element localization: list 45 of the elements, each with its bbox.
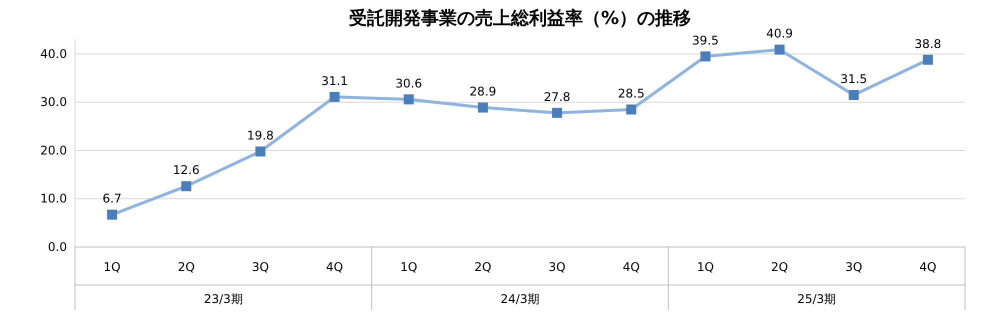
x-tick-label: 3Q — [548, 260, 566, 274]
point — [255, 146, 266, 156]
data-label: 28.5 — [618, 86, 645, 100]
x-tick-label: 4Q — [326, 260, 344, 274]
point — [700, 51, 710, 62]
point — [774, 44, 785, 55]
data-label: 19.8 — [247, 128, 274, 142]
data-label: 31.5 — [840, 72, 868, 86]
point — [404, 94, 414, 104]
text: 24/3期 — [500, 292, 540, 306]
data-label: 40.9 — [766, 26, 793, 41]
point — [181, 181, 192, 192]
text: 23/3期 — [204, 292, 243, 306]
data-label: 12.6 — [172, 163, 200, 178]
data-label: 6.7 — [102, 192, 122, 206]
point — [330, 92, 340, 102]
y-tick-label: 40.0 — [40, 46, 67, 61]
x-tick-label: 2Q — [178, 260, 195, 274]
text: 25/3期 — [797, 292, 836, 306]
x-tick-label: 3Q — [252, 260, 269, 274]
point — [626, 104, 636, 114]
data-label: 27.8 — [544, 90, 570, 104]
y-tick-label: 0.0 — [48, 240, 67, 254]
point — [922, 54, 933, 65]
point — [848, 90, 859, 100]
x-tick-label: 1Q — [696, 260, 714, 274]
y-tick-label: 20.0 — [40, 143, 67, 158]
y-tick-label: 30.0 — [40, 95, 67, 110]
point — [107, 210, 118, 220]
data-label: 38.8 — [914, 36, 942, 51]
x-tick-label: 2Q — [474, 260, 492, 274]
x-tick-label: 2Q — [771, 260, 788, 274]
data-label: 31.1 — [321, 74, 348, 88]
data-label: 39.5 — [692, 33, 719, 48]
x-tick-label: 4Q — [919, 260, 936, 274]
data-label: 30.6 — [395, 76, 422, 90]
point — [552, 108, 562, 118]
data-label: 28.9 — [470, 84, 496, 99]
x-tick-label: 3Q — [845, 260, 862, 274]
point — [478, 102, 488, 113]
x-tick-label: 4Q — [622, 260, 640, 274]
x-tick-label: 1Q — [104, 260, 121, 274]
x-tick-label: 1Q — [400, 260, 418, 274]
chart-title: 受託開発事業の売上総利益率（%）の推移 — [348, 8, 692, 29]
y-tick-label: 10.0 — [40, 192, 67, 206]
